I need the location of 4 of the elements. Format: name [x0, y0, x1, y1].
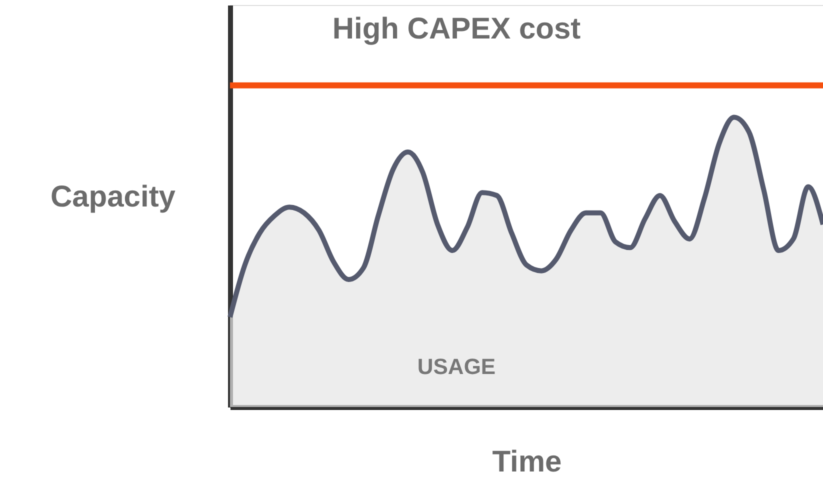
y-axis-title: Capacity — [50, 180, 176, 214]
ref-line-label: High CAPEX cost — [332, 12, 581, 46]
annotation: USAGE — [417, 354, 496, 379]
x-axis-title: Time — [492, 446, 562, 478]
